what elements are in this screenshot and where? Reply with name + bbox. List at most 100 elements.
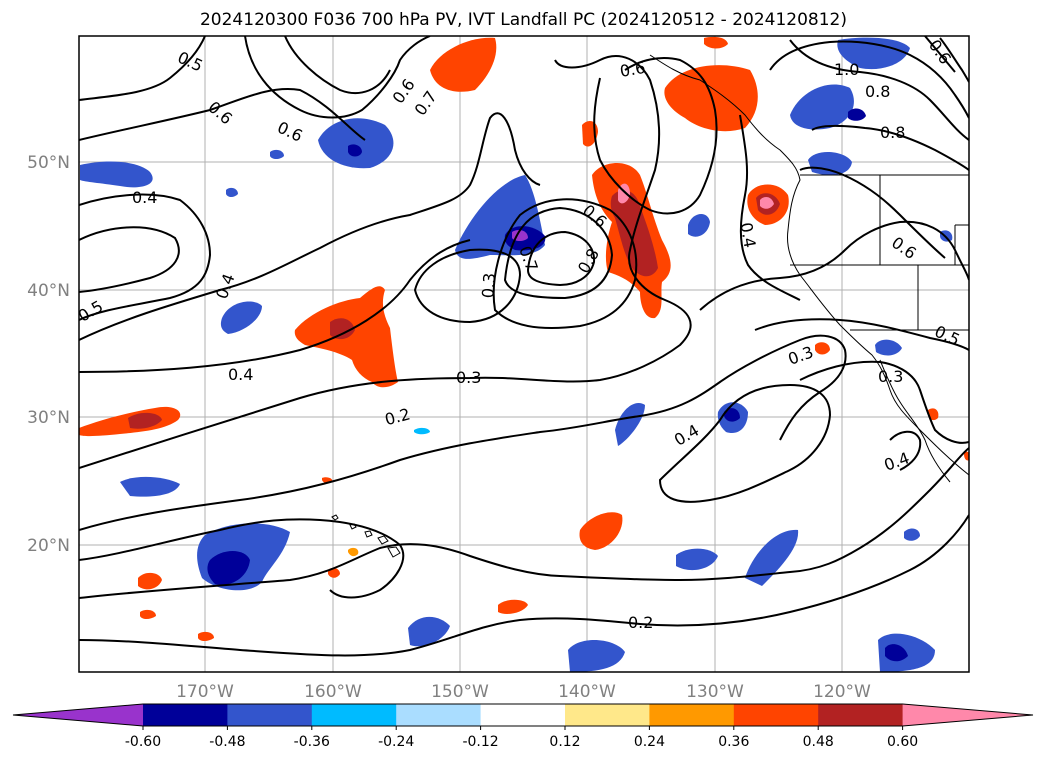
contour-line [769,40,969,119]
contour-line [79,55,692,469]
pos-anomaly-blob [330,318,355,340]
lon-label: 120°W [813,682,871,702]
pos-anomaly-blob [760,196,774,209]
colorbar-segment [396,704,482,726]
contour-label: 0.2 [628,613,653,632]
island [364,530,373,538]
lat-label: 30°N [27,408,70,428]
neg-anomaly-blob [848,108,866,121]
colorbar-tick-label: -0.12 [462,734,498,750]
island [387,546,401,558]
contour-line [79,447,969,599]
contour-line [658,383,832,503]
pos-anomaly-blob [128,412,162,429]
lat-label: 20°N [27,536,70,556]
pos-anomaly-blob [579,512,623,550]
contour-label: 0.3 [456,368,481,387]
neg-anomaly-blob [790,84,854,130]
contour-label: 0.4 [132,188,157,207]
colorbar-tick-label: 0.48 [803,734,834,750]
neg-anomaly-blob [745,529,799,586]
pos-anomaly-blob [430,37,497,92]
island [331,514,339,521]
contour-label: 0.8 [865,82,890,101]
contour-line [811,124,969,171]
colorbar-tick-label: -0.36 [294,734,330,750]
contour-line [503,206,614,300]
colorbar-extend-min [13,704,143,726]
pos-anomaly-blob [138,572,162,590]
contour-line [79,193,212,321]
neg-anomaly-blob [80,161,153,188]
longitude-labels: 170°W 160°W 150°W 140°W 130°W 120°W [176,682,871,702]
lat-label: 40°N [27,281,70,301]
colorbar-segment [480,704,566,726]
colorbar-tick-label: 0.36 [718,734,749,750]
contour-line [79,88,366,141]
neg-anomaly-blob [414,427,430,435]
contour-line [799,360,969,444]
pos-anomaly-blob [140,609,156,619]
latitude-labels: 50°N 40°N 30°N 20°N [27,153,70,556]
neg-anomaly-blob [220,301,262,334]
neg-anomaly-blob [615,402,645,446]
lon-label: 160°W [304,682,362,702]
colorbar-tick-label: -0.24 [378,734,414,750]
neg-anomaly-blob [885,644,908,662]
colorbar-tick-label: 0.12 [549,734,580,750]
contour-line [924,36,956,73]
contour-line [799,166,946,259]
colorbar-segment [565,704,650,726]
colorbar-tick-label: -0.48 [209,734,245,750]
pv-shading [79,36,969,672]
colorbar-segment [227,704,313,726]
coastline-path [879,359,951,483]
neg-anomaly-blob [875,339,902,356]
neg-anomaly-blob [904,528,920,541]
island [377,535,389,545]
contour-line [754,318,969,351]
contour-line [79,112,541,341]
map-border [78,35,970,673]
coastlines [649,54,969,483]
colorbar-tick-label: 0.60 [887,734,918,750]
contour-line [939,37,969,83]
colorbar-segment [733,704,819,726]
colorbar-tick-label: 0.24 [634,734,665,750]
contour-label: 1.0 [834,60,859,79]
neg-anomaly-blob [207,551,250,585]
pos-anomaly-blob [964,451,969,461]
neg-anomaly-blob [688,214,710,237]
neg-anomaly-blob [808,151,852,176]
contour-line [79,334,847,531]
colorbar-extend-max [902,704,1033,726]
neg-anomaly-blob [226,187,238,197]
contour-line [79,518,405,599]
neg-anomaly-blob [837,37,910,70]
colorbar-segment [649,704,735,726]
pos-anomaly-blob [498,599,528,614]
contour-label: 0.6 [618,58,646,81]
contour-line [526,230,596,287]
coastline-path [649,54,969,476]
contour-line [79,514,969,657]
pos-anomaly-blob [704,36,728,49]
contour-label: 0.3 [478,272,499,299]
colorbar: -0.60 -0.48 -0.36 -0.24 -0.12 0.12 0.24 0.36 0.4… [12,703,1034,750]
contour-label: 0.4 [228,365,253,384]
neg-anomaly-blob [676,548,718,571]
contour-label: 0.8 [880,123,905,142]
colorbar-segment [818,704,904,726]
contour-line [492,198,638,330]
contour-label: 0.3 [878,367,903,386]
lon-label: 130°W [686,682,744,702]
neg-anomaly-blob [348,144,362,157]
neg-anomaly-blob [318,118,394,169]
pv-contours [79,36,969,657]
neg-anomaly-blob [270,149,284,159]
lon-label: 150°W [431,682,489,702]
contour-line [244,36,431,119]
contour-line [739,114,801,301]
lat-label: 50°N [27,153,70,173]
